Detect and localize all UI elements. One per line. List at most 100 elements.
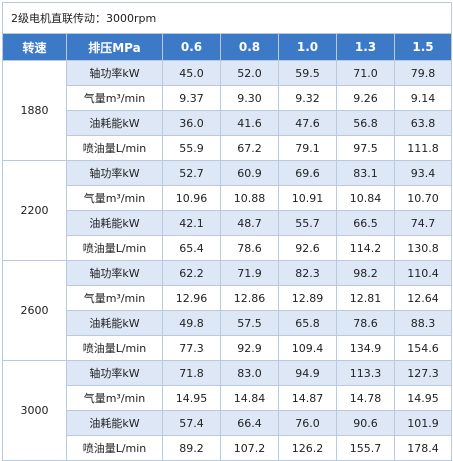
value-cell: 83.1	[336, 160, 395, 186]
value-cell: 67.2	[220, 135, 279, 161]
param-label-cell: 油耗能kW	[66, 310, 163, 336]
value-cell: 89.2	[162, 435, 221, 461]
value-cell: 83.0	[220, 360, 279, 386]
value-cell: 55.7	[278, 210, 337, 236]
value-cell: 52.7	[162, 160, 221, 186]
title-row: 2级电机直联传动：3000rpm	[2, 2, 452, 34]
value-cell: 48.7	[220, 210, 279, 236]
value-cell: 97.5	[336, 135, 395, 161]
param-label-cell: 轴功率kW	[66, 60, 163, 86]
value-cell: 45.0	[162, 60, 221, 86]
table-title: 2级电机直联传动：3000rpm	[2, 2, 452, 34]
value-cell: 14.84	[220, 385, 279, 411]
pressure-col-header: 1.0	[278, 33, 337, 61]
value-cell: 110.4	[394, 260, 452, 286]
table-row: 喷油量L/min 55.9 67.2 79.1 97.5 111.8	[3, 135, 452, 161]
table-row: 油耗能kW 36.0 41.6 47.6 56.8 63.8	[3, 110, 452, 136]
value-cell: 92.9	[220, 335, 279, 361]
param-label-cell: 轴功率kW	[66, 360, 163, 386]
value-cell: 62.2	[162, 260, 221, 286]
value-cell: 9.26	[336, 85, 395, 111]
value-cell: 111.8	[394, 135, 452, 161]
value-cell: 65.8	[278, 310, 337, 336]
value-cell: 55.9	[162, 135, 221, 161]
table-row: 2600 轴功率kW 62.2 71.9 82.3 98.2 110.4	[2, 260, 452, 361]
table-row: 气量m³/min 12.96 12.86 12.89 12.81 12.64	[3, 285, 452, 311]
value-cell: 66.5	[336, 210, 395, 236]
value-cell: 12.89	[278, 285, 337, 311]
value-cell: 93.4	[394, 160, 452, 186]
param-label-cell: 喷油量L/min	[66, 435, 163, 461]
value-cell: 49.8	[162, 310, 221, 336]
value-cell: 79.1	[278, 135, 337, 161]
value-cell: 88.3	[394, 310, 452, 336]
param-label-cell: 油耗能kW	[66, 210, 163, 236]
pressure-col-header: 1.3	[336, 33, 395, 61]
value-cell: 59.5	[278, 60, 337, 86]
param-label-cell: 气量m³/min	[66, 185, 163, 211]
param-label-cell: 喷油量L/min	[66, 235, 163, 261]
value-cell: 77.3	[162, 335, 221, 361]
value-cell: 154.6	[394, 335, 452, 361]
value-cell: 10.91	[278, 185, 337, 211]
table-row: 喷油量L/min 65.4 78.6 92.6 114.2 130.8	[3, 235, 452, 261]
value-cell: 113.3	[336, 360, 395, 386]
param-label-cell: 油耗能kW	[66, 110, 163, 136]
pressure-col-header: 0.6	[162, 33, 221, 61]
value-cell: 42.1	[162, 210, 221, 236]
table-row: 油耗能kW 49.8 57.5 65.8 78.6 88.3	[3, 310, 452, 336]
value-cell: 41.6	[220, 110, 279, 136]
table-row: 气量m³/min 10.96 10.88 10.91 10.84 10.70	[3, 185, 452, 211]
pressure-header: 排压MPa	[66, 33, 163, 61]
table-row: 3000 轴功率kW 71.8 83.0 94.9 113.3 127.3	[2, 360, 452, 461]
value-cell: 109.4	[278, 335, 337, 361]
value-cell: 101.9	[394, 410, 452, 436]
table-row: 气量m³/min 14.95 14.84 14.87 14.78 14.95	[3, 385, 452, 411]
pressure-col-header: 0.8	[220, 33, 279, 61]
pressure-col-header: 1.5	[394, 33, 452, 61]
speed-header: 转速	[2, 33, 67, 61]
value-cell: 60.9	[220, 160, 279, 186]
table-row: 油耗能kW 57.4 66.4 76.0 90.6 101.9	[3, 410, 452, 436]
value-cell: 12.96	[162, 285, 221, 311]
speed-cell: 3000	[2, 360, 67, 461]
param-label-cell: 气量m³/min	[66, 285, 163, 311]
value-cell: 10.84	[336, 185, 395, 211]
table-row: 气量m³/min 9.37 9.30 9.32 9.26 9.14	[3, 85, 452, 111]
value-cell: 14.78	[336, 385, 395, 411]
value-cell: 47.6	[278, 110, 337, 136]
value-cell: 114.2	[336, 235, 395, 261]
value-cell: 71.0	[336, 60, 395, 86]
value-cell: 78.6	[336, 310, 395, 336]
speed-cell: 2200	[2, 160, 67, 261]
param-label-cell: 喷油量L/min	[66, 135, 163, 161]
value-cell: 178.4	[394, 435, 452, 461]
value-cell: 130.8	[394, 235, 452, 261]
value-cell: 9.32	[278, 85, 337, 111]
param-label-cell: 气量m³/min	[66, 385, 163, 411]
param-label-cell: 油耗能kW	[66, 410, 163, 436]
value-cell: 57.4	[162, 410, 221, 436]
value-cell: 65.4	[162, 235, 221, 261]
value-cell: 10.96	[162, 185, 221, 211]
value-cell: 90.6	[336, 410, 395, 436]
value-cell: 9.30	[220, 85, 279, 111]
param-label-cell: 喷油量L/min	[66, 335, 163, 361]
param-label-cell: 轴功率kW	[66, 160, 163, 186]
value-cell: 14.95	[394, 385, 452, 411]
value-cell: 9.14	[394, 85, 452, 111]
value-cell: 74.7	[394, 210, 452, 236]
value-cell: 94.9	[278, 360, 337, 386]
value-cell: 10.70	[394, 185, 452, 211]
header-row: 转速 排压MPa 0.6 0.8 1.0 1.3 1.5	[2, 33, 452, 61]
table-row: 喷油量L/min 89.2 107.2 126.2 155.7 178.4	[3, 435, 452, 461]
value-cell: 155.7	[336, 435, 395, 461]
value-cell: 78.6	[220, 235, 279, 261]
value-cell: 126.2	[278, 435, 337, 461]
value-cell: 82.3	[278, 260, 337, 286]
value-cell: 71.9	[220, 260, 279, 286]
param-label-cell: 气量m³/min	[66, 85, 163, 111]
value-cell: 9.37	[162, 85, 221, 111]
